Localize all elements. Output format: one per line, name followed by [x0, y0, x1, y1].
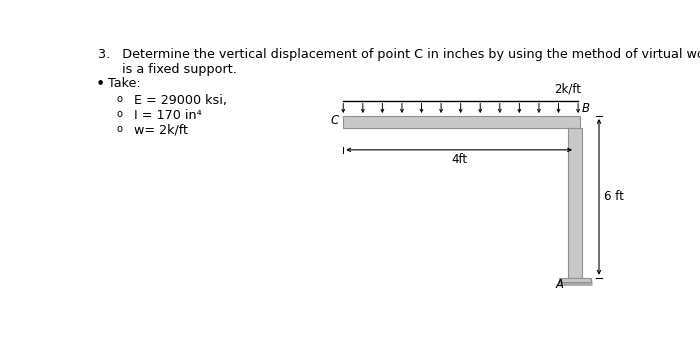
Text: A: A	[555, 278, 564, 291]
Text: C: C	[330, 114, 339, 127]
Bar	[568, 128, 582, 278]
Text: o: o	[117, 94, 123, 104]
Text: o: o	[117, 109, 123, 119]
Text: B: B	[582, 102, 590, 115]
Text: E = 29000 ksi,: E = 29000 ksi,	[134, 94, 227, 107]
Text: 3.   Determine the vertical displacement of point C in inches by using the metho: 3. Determine the vertical displacement o…	[97, 48, 700, 61]
Text: is a fixed support.: is a fixed support.	[97, 63, 237, 76]
Text: I = 170 in⁴: I = 170 in⁴	[134, 109, 202, 122]
Bar	[559, 278, 592, 282]
Text: 6 ft: 6 ft	[603, 190, 624, 203]
Text: Take:: Take:	[108, 77, 141, 90]
Text: 2k/ft: 2k/ft	[554, 82, 581, 95]
Text: w= 2k/ft: w= 2k/ft	[134, 124, 188, 137]
Text: •: •	[95, 77, 104, 92]
Bar	[343, 116, 580, 128]
Text: o: o	[117, 124, 123, 134]
Text: 4ft: 4ft	[451, 153, 467, 166]
